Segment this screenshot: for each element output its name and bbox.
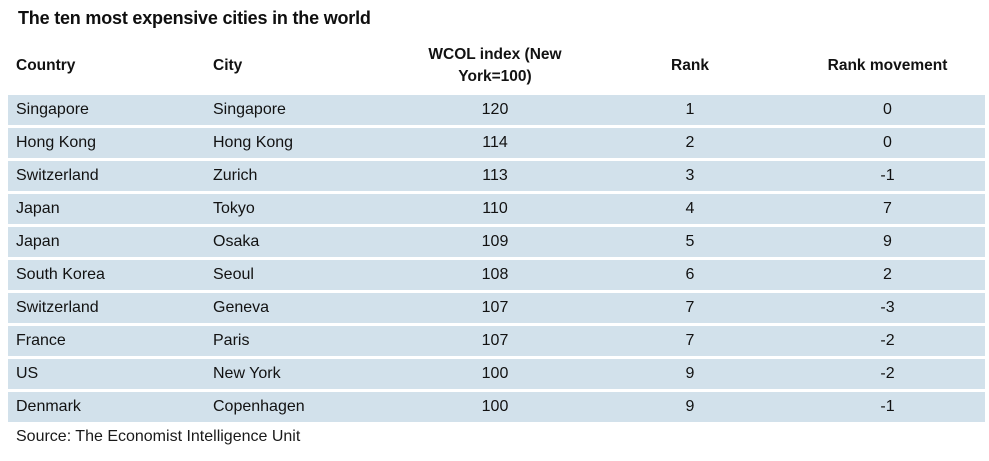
cell-rank: 7 [685, 299, 695, 316]
column-header-label: City [213, 57, 243, 74]
cell-rank: 6 [685, 266, 695, 283]
cell-city: Osaka [213, 233, 260, 250]
cell-rank: 1 [685, 101, 695, 118]
cell-wcol-index: 100 [481, 365, 509, 382]
cities-table: Country City WCOL index (New York=100) Rank… [8, 41, 985, 422]
cell-rank-movement: 0 [883, 101, 892, 118]
cell-city: Seoul [213, 266, 254, 283]
column-header-rank: Rank [590, 55, 790, 77]
column-header-label: Rank [671, 57, 709, 74]
table-row: Switzerland Zurich 113 3 -1 [8, 161, 985, 191]
cell-city: Paris [213, 332, 250, 349]
column-header-label: Rank movement [827, 57, 948, 74]
cell-city: Copenhagen [213, 398, 305, 415]
source-note: Source: The Economist Intelligence Unit [16, 428, 301, 445]
cell-rank: 9 [685, 398, 695, 415]
cell-wcol-index: 108 [481, 266, 509, 283]
table-header: Country City WCOL index (New York=100) Rank… [8, 41, 985, 91]
cell-rank: 4 [685, 200, 695, 217]
cell-rank-movement: 0 [883, 134, 892, 151]
cell-wcol-index: 114 [482, 134, 508, 151]
cell-city: Geneva [213, 299, 270, 316]
cell-city: Singapore [213, 101, 286, 118]
table-row: Japan Osaka 109 5 9 [8, 227, 985, 257]
cell-country: Singapore [16, 101, 89, 118]
cell-rank-movement: 2 [883, 266, 892, 283]
cell-wcol-index: 100 [481, 398, 509, 415]
cell-rank: 5 [685, 233, 695, 250]
cell-city: Zurich [213, 167, 258, 184]
cell-rank-movement: 7 [883, 200, 892, 217]
cell-country: South Korea [16, 266, 105, 283]
cell-wcol-index: 120 [481, 101, 509, 118]
cell-rank-movement: -1 [880, 398, 895, 415]
table-row: Switzerland Geneva 107 7 -3 [8, 293, 985, 323]
cell-rank-movement: -2 [880, 365, 895, 382]
cell-wcol-index: 113 [482, 167, 508, 184]
cell-wcol-index: 107 [481, 332, 509, 349]
table-body: Singapore Singapore 120 1 0 Hong Kong Hong Kon… [8, 95, 985, 422]
cell-wcol-index: 107 [481, 299, 509, 316]
cell-rank: 3 [685, 167, 695, 184]
page-title: The ten most expensive cities in the wor… [18, 8, 371, 28]
cell-country: Hong Kong [16, 134, 97, 151]
table-row: Japan Tokyo 110 4 7 [8, 194, 985, 224]
cell-city: Hong Kong [213, 134, 294, 151]
table-row: US New York 100 9 -2 [8, 359, 985, 389]
cell-wcol-index: 109 [481, 233, 509, 250]
column-header-country: Country [8, 55, 205, 77]
table-row: Singapore Singapore 120 1 0 [8, 95, 985, 125]
cell-wcol-index: 110 [482, 200, 508, 217]
table-row: South Korea Seoul 108 6 2 [8, 260, 985, 290]
column-header-label: WCOL index (New York=100) [428, 46, 562, 85]
cell-country: Japan [16, 233, 60, 250]
cell-country: Japan [16, 200, 60, 217]
cell-country: France [16, 332, 66, 349]
cell-country: Denmark [16, 398, 81, 415]
cell-rank-movement: 9 [883, 233, 892, 250]
cell-rank-movement: -2 [880, 332, 895, 349]
table-row: Hong Kong Hong Kong 114 2 0 [8, 128, 985, 158]
column-header-wcol-index: WCOL index (New York=100) [400, 42, 590, 89]
cell-rank-movement: -1 [880, 167, 895, 184]
cell-rank: 9 [685, 365, 695, 382]
cell-rank: 2 [685, 134, 695, 151]
column-header-label: Country [16, 57, 76, 74]
cell-rank-movement: -3 [880, 299, 895, 316]
cell-rank: 7 [685, 332, 695, 349]
cell-country: Switzerland [16, 299, 99, 316]
column-header-city: City [205, 55, 400, 77]
table-row: France Paris 107 7 -2 [8, 326, 985, 356]
cell-city: Tokyo [213, 200, 255, 217]
column-header-rank-movement: Rank movement [790, 55, 985, 77]
cell-city: New York [213, 365, 281, 382]
cell-country: Switzerland [16, 167, 99, 184]
table-row: Denmark Copenhagen 100 9 -1 [8, 392, 985, 422]
cell-country: US [16, 365, 39, 382]
